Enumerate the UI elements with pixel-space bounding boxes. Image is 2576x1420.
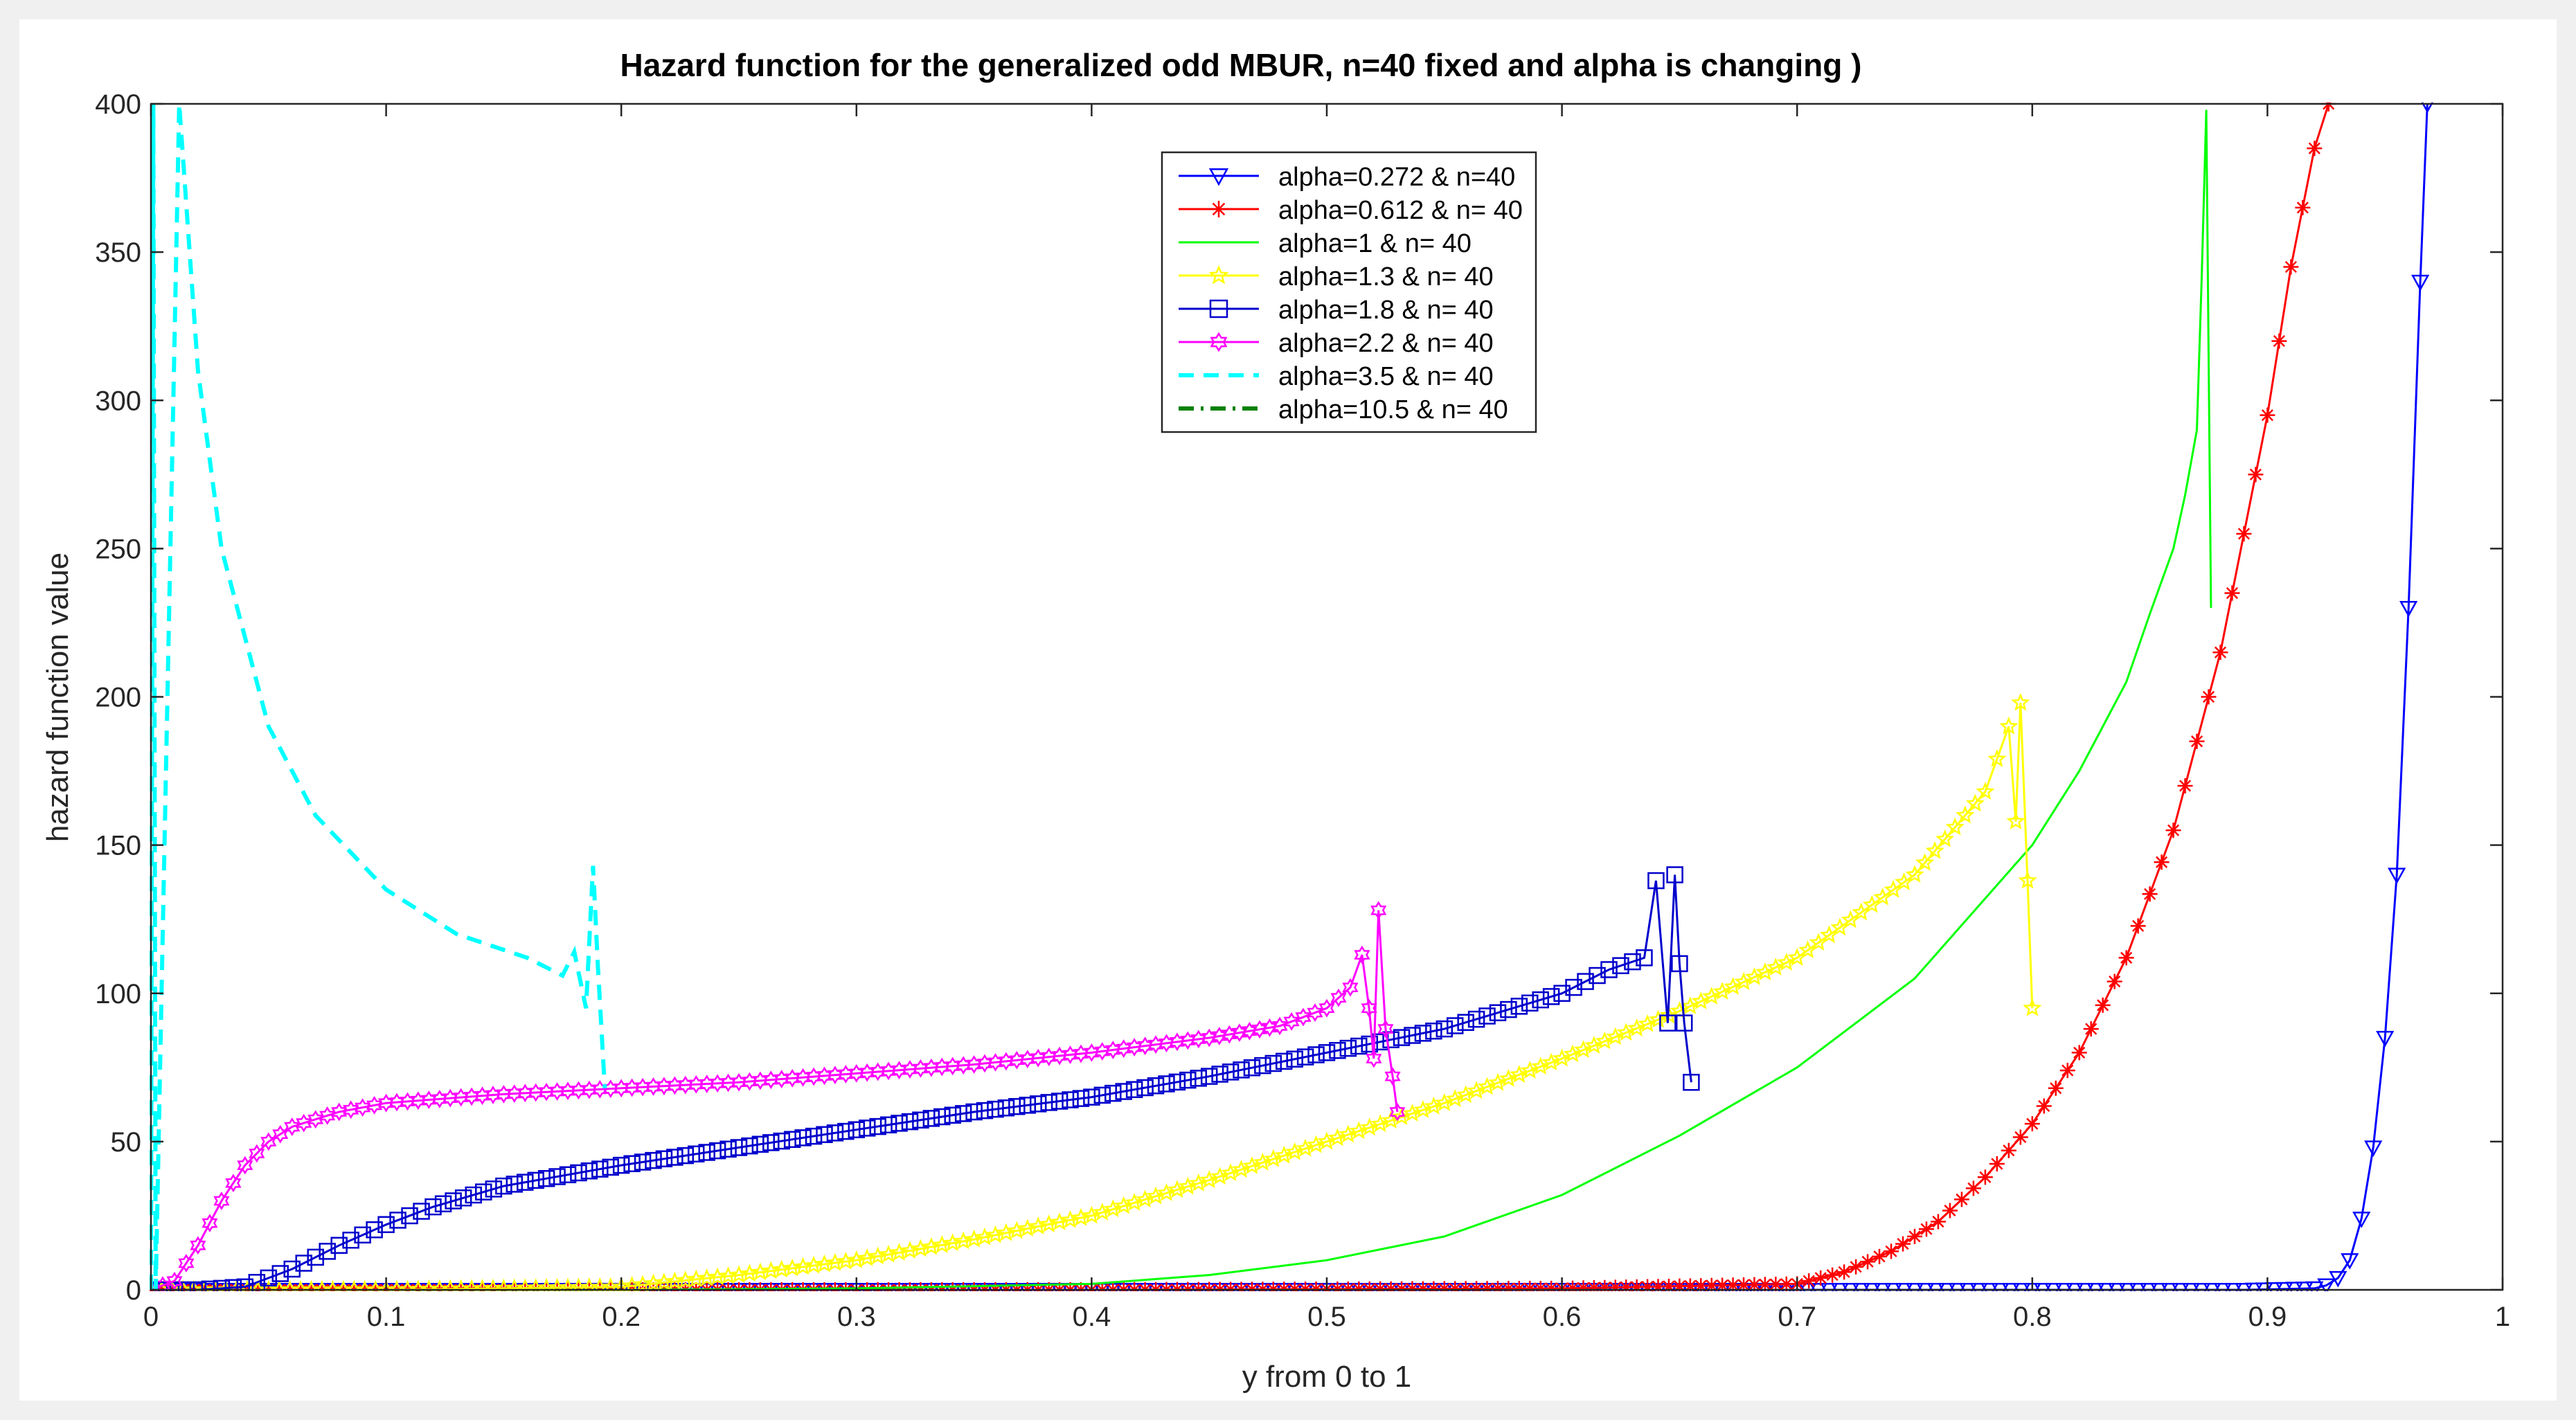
x-tick-label: 0 [143, 1302, 159, 1332]
series-6 [150, 901, 1406, 1291]
x-tick-label: 0.5 [1307, 1302, 1346, 1332]
x-tick-label: 0.1 [367, 1302, 406, 1332]
chart-title: Hazard function for the generalized odd … [620, 47, 1862, 83]
x-tick-label: 0.6 [1543, 1302, 1582, 1332]
y-tick-label: 400 [95, 89, 141, 120]
legend-label: alpha=0.272 & n=40 [1278, 163, 1515, 192]
legend-label: alpha=1 & n= 40 [1278, 229, 1472, 258]
plot-canvas: 0 0.1 0.2 0.3 0.4 0.5 0.6 0.7 0.8 0.9 1 0 50 100 150 20… [19, 19, 2557, 1401]
legend-entry: alpha=2.2 & n= 40 [1179, 329, 1494, 358]
legend-label: alpha=2.2 & n= 40 [1278, 329, 1494, 358]
series-marker-glyphs-4 [150, 692, 2042, 1291]
series-line-3 [151, 109, 2212, 1291]
series-marker-glyphs-6 [150, 901, 1406, 1291]
legend-marker [1210, 332, 1228, 352]
y-tick-label: 200 [95, 683, 141, 713]
legend-entry: alpha=1 & n= 40 [1179, 229, 1472, 258]
legend-label: alpha=1.8 & n= 40 [1278, 296, 1494, 325]
legend-entry: alpha=1.3 & n= 40 [1179, 262, 1494, 291]
y-tick-label: 250 [95, 534, 141, 564]
series-markers-5 [150, 866, 1700, 1291]
y-tick-label: 0 [126, 1275, 141, 1306]
y-tick-label: 100 [95, 979, 141, 1009]
legend-label: alpha=3.5 & n= 40 [1278, 362, 1494, 391]
x-tick-label: 0.9 [2248, 1302, 2287, 1332]
x-tick-label: 0.4 [1073, 1302, 1111, 1332]
x-tick-label: 0.8 [2013, 1302, 2052, 1332]
legend-entry: alpha=10.5 & n= 40 [1179, 395, 1508, 424]
series-line-5 [151, 874, 1692, 1291]
series-line-7 [150, 103, 607, 1291]
legend-box [1161, 151, 1537, 433]
series-4 [150, 692, 2042, 1291]
x-tick-label: 0.7 [1778, 1302, 1816, 1332]
x-tick-label: 0.3 [837, 1302, 876, 1332]
series-7 [150, 103, 607, 1291]
x-tick-label: 0.2 [602, 1302, 641, 1332]
series-5 [150, 866, 1700, 1291]
legend-marker [1208, 264, 1229, 285]
hazard-chart: 0 0.1 0.2 0.3 0.4 0.5 0.6 0.7 0.8 0.9 1 0 50 100 150 20… [41, 47, 2510, 1394]
x-tick-label: 1 [2495, 1302, 2510, 1332]
y-axis-label: hazard function value [41, 552, 75, 842]
legend-entry: alpha=0.612 & n= 40 [1179, 196, 1523, 225]
legend-entry: alpha=0.272 & n=40 [1179, 163, 1515, 192]
series-3 [151, 109, 2212, 1291]
y-tick-label: 150 [95, 831, 141, 861]
y-tick-label: 350 [95, 237, 141, 268]
legend: alpha=0.272 & n=40 alpha=0.612 & n= 40 alp… [1161, 151, 1537, 433]
series-marker-glyphs-5 [150, 866, 1700, 1291]
legend-label: alpha=0.612 & n= 40 [1278, 196, 1523, 225]
series-markers-6 [150, 901, 1406, 1291]
legend-marker [1208, 168, 1229, 186]
legend-marker [1209, 299, 1228, 318]
x-axis-label: y from 0 to 1 [1242, 1360, 1412, 1394]
legend-label: alpha=1.3 & n= 40 [1278, 262, 1494, 291]
series-markers-4 [150, 692, 2042, 1291]
legend-entry: alpha=3.5 & n= 40 [1179, 362, 1494, 391]
legend-label: alpha=10.5 & n= 40 [1278, 395, 1508, 424]
legend-marker [1210, 201, 1227, 217]
y-tick-label: 300 [95, 386, 141, 416]
y-tick-label: 50 [111, 1127, 142, 1158]
legend-entry: alpha=1.8 & n= 40 [1179, 296, 1494, 325]
